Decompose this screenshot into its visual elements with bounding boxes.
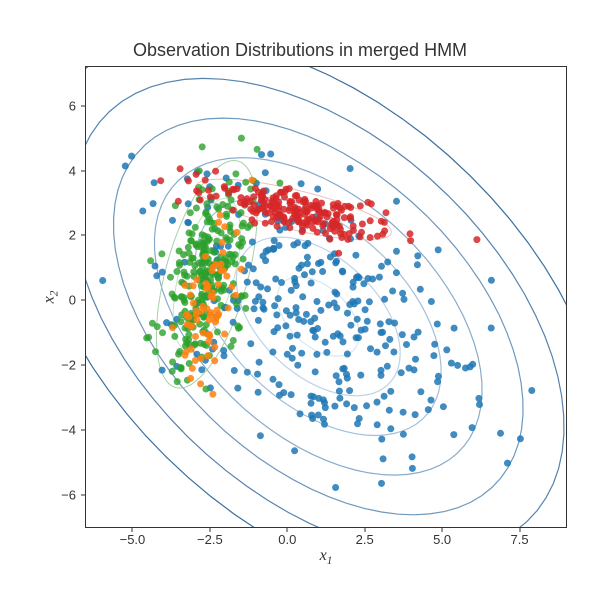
plot-svg <box>86 67 566 527</box>
chart-container: Observation Distributions in merged HMM … <box>40 40 560 580</box>
y-tick-label: 6 <box>69 98 76 113</box>
y-tick-label: 4 <box>69 163 76 178</box>
contours-blue-contours <box>86 67 566 527</box>
x-tick-label: 5.0 <box>433 532 451 547</box>
y-tick-mark <box>81 300 86 301</box>
x-tick-label: −5.0 <box>120 532 146 547</box>
y-tick-label: −6 <box>61 487 76 502</box>
x-tick-label: −2.5 <box>197 532 223 547</box>
y-tick-mark <box>81 170 86 171</box>
y-tick-mark <box>81 494 86 495</box>
y-axis-label: x2 <box>40 291 60 304</box>
y-tick-label: 0 <box>69 293 76 308</box>
y-tick-mark <box>81 105 86 106</box>
plot-area: −5.0−2.50.02.55.07.5 −6−4−20246 x1 x2 <box>85 66 567 528</box>
contour-layer <box>86 67 566 527</box>
y-tick-mark <box>81 235 86 236</box>
y-tick-label: −2 <box>61 358 76 373</box>
y-tick-label: 2 <box>69 228 76 243</box>
y-tick-label: −4 <box>61 422 76 437</box>
scatter-layer <box>99 135 566 527</box>
x-tick-label: 2.5 <box>356 532 374 547</box>
y-tick-mark <box>81 365 86 366</box>
chart-title: Observation Distributions in merged HMM <box>40 40 560 61</box>
y-tick-mark <box>81 429 86 430</box>
x-axis-label: x1 <box>320 547 333 567</box>
x-tick-label: 7.5 <box>511 532 529 547</box>
x-tick-label: 0.0 <box>278 532 296 547</box>
